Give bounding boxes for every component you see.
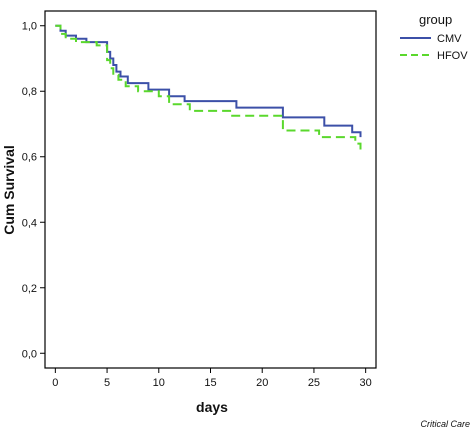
legend-label-hfov: HFOV [437,50,468,62]
x-tick-label: 30 [360,377,372,389]
plot-frame [44,10,377,369]
x-tick-label: 25 [308,377,320,389]
legend-label-cmv: CMV [437,33,462,45]
y-axis-title: Cum Survival [1,145,17,234]
y-tick-label: 0,6 [22,152,37,164]
series-layer [55,24,362,151]
y-tick-label: 0,8 [22,86,37,98]
x-tick-label: 5 [104,377,110,389]
y-tick-label: 0,0 [22,348,37,360]
x-tick-label: 20 [256,377,268,389]
series-line-hfov [55,24,362,151]
x-tick-label: 10 [153,377,165,389]
y-tick-label: 0,4 [22,217,37,229]
credit-text: Critical Care [420,419,470,429]
y-tick-label: 1,0 [22,21,37,33]
legend: group CMV HFOV [400,12,468,62]
x-axis-ticks: 0 5 10 15 20 25 30 [52,368,372,389]
y-axis-ticks: 0,0 0,2 0,4 0,6 0,8 1,0 [22,21,45,360]
legend-title: group [419,12,452,27]
x-tick-label: 0 [52,377,58,389]
x-axis-title: days [196,399,228,415]
x-tick-label: 15 [204,377,216,389]
y-tick-label: 0,2 [22,283,37,295]
